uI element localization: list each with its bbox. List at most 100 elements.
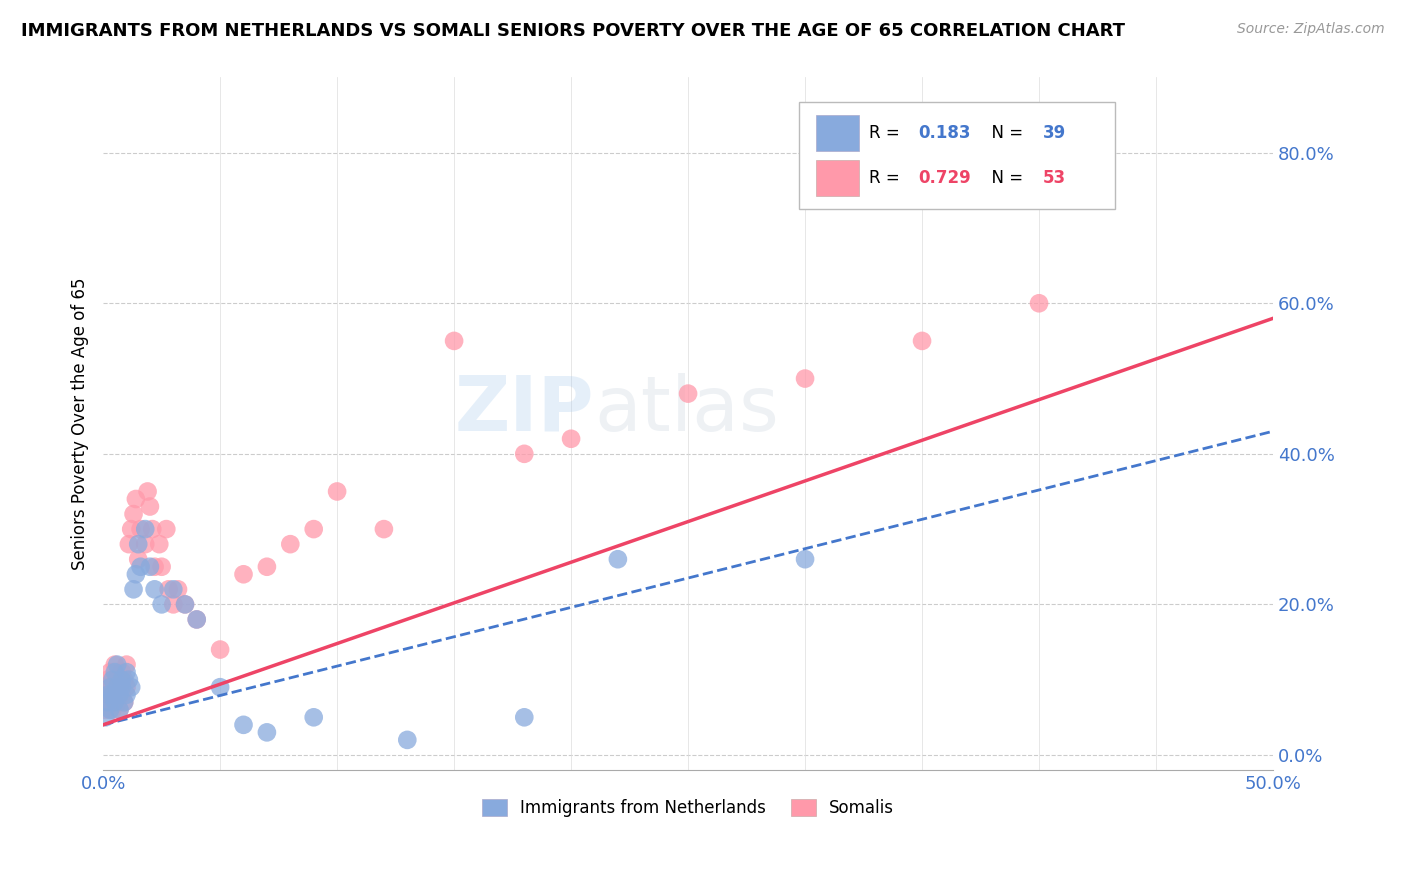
- Point: [97, 688, 120, 702]
- Point: [97, 695, 120, 709]
- Point: [108, 688, 131, 702]
- Point: [162, 582, 184, 597]
- Point: [302, 522, 325, 536]
- Point: [232, 718, 254, 732]
- Point: [104, 665, 127, 680]
- Point: [676, 386, 699, 401]
- Point: [98, 703, 121, 717]
- Point: [122, 507, 145, 521]
- FancyBboxPatch shape: [815, 115, 859, 151]
- Point: [111, 665, 134, 680]
- Point: [127, 552, 149, 566]
- FancyBboxPatch shape: [799, 102, 1115, 209]
- Point: [120, 522, 142, 536]
- Point: [115, 657, 138, 672]
- Point: [157, 582, 180, 597]
- Point: [560, 432, 582, 446]
- Point: [115, 688, 138, 702]
- Point: [174, 598, 197, 612]
- Point: [139, 500, 162, 514]
- Point: [513, 710, 536, 724]
- Point: [155, 522, 177, 536]
- Point: [104, 657, 127, 672]
- Point: [112, 695, 135, 709]
- Text: ZIP: ZIP: [456, 373, 595, 447]
- Point: [143, 559, 166, 574]
- Point: [162, 598, 184, 612]
- Point: [101, 703, 124, 717]
- Point: [186, 612, 208, 626]
- Point: [209, 680, 232, 694]
- Text: Source: ZipAtlas.com: Source: ZipAtlas.com: [1237, 22, 1385, 37]
- Text: 0.729: 0.729: [918, 169, 972, 186]
- Point: [232, 567, 254, 582]
- Point: [115, 680, 138, 694]
- Point: [97, 673, 120, 687]
- Point: [443, 334, 465, 348]
- Text: 39: 39: [1043, 124, 1066, 142]
- Point: [794, 552, 817, 566]
- Point: [118, 673, 141, 687]
- Point: [98, 680, 121, 694]
- Point: [150, 598, 173, 612]
- Point: [396, 732, 419, 747]
- Point: [108, 703, 131, 717]
- Point: [134, 537, 156, 551]
- Point: [326, 484, 349, 499]
- Text: R =: R =: [869, 169, 905, 186]
- Point: [186, 612, 208, 626]
- Text: N =: N =: [980, 169, 1028, 186]
- Point: [134, 522, 156, 536]
- Point: [101, 680, 124, 694]
- Point: [105, 657, 128, 672]
- Point: [105, 673, 128, 687]
- Point: [513, 447, 536, 461]
- Point: [139, 559, 162, 574]
- FancyBboxPatch shape: [815, 160, 859, 196]
- Point: [111, 673, 134, 687]
- Text: 0.183: 0.183: [918, 124, 972, 142]
- Point: [209, 642, 232, 657]
- Point: [129, 522, 152, 536]
- Point: [108, 703, 131, 717]
- Legend: Immigrants from Netherlands, Somalis: Immigrants from Netherlands, Somalis: [475, 792, 901, 824]
- Text: IMMIGRANTS FROM NETHERLANDS VS SOMALI SENIORS POVERTY OVER THE AGE OF 65 CORRELA: IMMIGRANTS FROM NETHERLANDS VS SOMALI SE…: [21, 22, 1125, 40]
- Point: [104, 688, 127, 702]
- Point: [129, 559, 152, 574]
- Point: [373, 522, 395, 536]
- Point: [94, 710, 117, 724]
- Point: [120, 680, 142, 694]
- Text: R =: R =: [869, 124, 905, 142]
- Point: [127, 537, 149, 551]
- Point: [105, 680, 128, 694]
- Point: [278, 537, 301, 551]
- Point: [1028, 296, 1050, 310]
- Point: [150, 559, 173, 574]
- Point: [94, 680, 117, 694]
- Point: [115, 665, 138, 680]
- Point: [98, 665, 121, 680]
- Text: 53: 53: [1043, 169, 1066, 186]
- Point: [122, 582, 145, 597]
- Point: [112, 673, 135, 687]
- Point: [111, 688, 134, 702]
- Text: N =: N =: [980, 124, 1028, 142]
- Point: [911, 334, 934, 348]
- Point: [94, 703, 117, 717]
- Point: [125, 567, 148, 582]
- Point: [167, 582, 190, 597]
- Point: [174, 598, 197, 612]
- Point: [136, 484, 159, 499]
- Point: [101, 688, 124, 702]
- Point: [141, 522, 163, 536]
- Point: [256, 559, 278, 574]
- Point: [101, 673, 124, 687]
- Text: atlas: atlas: [595, 373, 779, 447]
- Point: [125, 491, 148, 506]
- Y-axis label: Seniors Poverty Over the Age of 65: Seniors Poverty Over the Age of 65: [72, 277, 89, 570]
- Point: [256, 725, 278, 739]
- Point: [108, 680, 131, 694]
- Point: [97, 695, 120, 709]
- Point: [302, 710, 325, 724]
- Point: [606, 552, 628, 566]
